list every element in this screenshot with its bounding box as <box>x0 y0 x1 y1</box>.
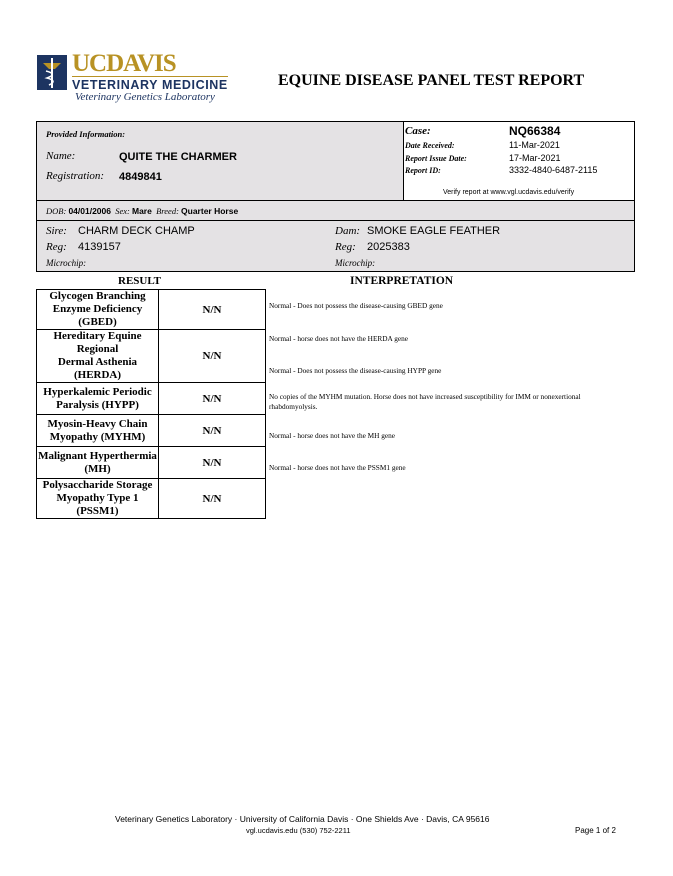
disease-line: Polysaccharide Storage <box>42 479 153 491</box>
results-table: Glycogen Branching Enzyme Deficiency (GBE… <box>36 289 266 519</box>
horse-name: QUITE THE CHARMER <box>119 151 237 163</box>
sire-label: Sire: <box>46 225 67 237</box>
interpretation-text: Normal - horse does not have the HERDA g… <box>269 334 409 343</box>
disease-line: Paralysis (HYPP) <box>56 398 139 411</box>
verify-link[interactable]: Verify report at www.vgl.ucdavis.edu/ver… <box>443 189 575 196</box>
provided-heading: Provided Information: <box>46 129 126 139</box>
dam-reg: 2025383 <box>367 241 410 253</box>
logo-ucdavis: UCDAVIS <box>72 50 177 77</box>
result-row: Myosin-Heavy Chain Myopathy (MYHM) N/N <box>36 414 266 447</box>
genotype-result: N/N <box>158 382 266 415</box>
dob-value: 04/01/2006 <box>68 206 111 216</box>
page-number: Page 1 of 2 <box>575 826 616 835</box>
issue-date: 17-Mar-2021 <box>509 153 561 163</box>
divider <box>36 200 635 201</box>
disease-line: Enzyme Deficiency (GBED) <box>52 303 143 328</box>
animal-details: DOB: 04/01/2006 Sex: Mare Breed: Quarter… <box>46 206 238 216</box>
sire-name: CHARM DECK CHAMP <box>78 225 195 237</box>
report-id-label: Report ID: <box>405 166 441 175</box>
disease-name: Polysaccharide Storage Myopathy Type 1 (P… <box>36 478 159 519</box>
disease-line: Dermal Asthenia (HERDA) <box>57 356 138 381</box>
result-row: Hereditary Equine Regional Dermal Astheni… <box>36 329 266 383</box>
page-title: EQUINE DISEASE PANEL TEST REPORT <box>278 72 585 89</box>
disease-name: Myosin-Heavy Chain Myopathy (MYHM) <box>36 414 159 447</box>
genotype-result: N/N <box>158 329 266 383</box>
footer-address: Veterinary Genetics Laboratory · Univers… <box>115 814 490 824</box>
disease-line: Glycogen Branching <box>49 290 146 302</box>
genotype-result: N/N <box>158 289 266 330</box>
registration-value: 4849841 <box>119 171 162 183</box>
interpretation-header: INTERPRETATION <box>350 275 454 287</box>
sire-reg-label: Reg: <box>46 241 67 253</box>
disease-line: Myopathy Type 1 (PSSM1) <box>56 492 139 517</box>
case-number: NQ66384 <box>509 124 561 138</box>
interpretation-text: Normal - Does not possess the disease-ca… <box>269 366 442 375</box>
disease-name: Glycogen Branching Enzyme Deficiency (GBE… <box>36 289 159 330</box>
dam-reg-label: Reg: <box>335 241 356 253</box>
result-row: Hyperkalemic Periodic Paralysis (HYPP) N/N <box>36 382 266 415</box>
sire-reg: 4139157 <box>78 241 121 253</box>
sex-label: Sex: <box>115 206 130 216</box>
registration-label: Registration: <box>46 170 105 182</box>
genotype-result: N/N <box>158 478 266 519</box>
disease-line: Hyperkalemic Periodic <box>43 385 152 398</box>
issue-label: Report Issue Date: <box>405 154 467 163</box>
dam-name: SMOKE EAGLE FEATHER <box>367 225 501 237</box>
result-row: Polysaccharide Storage Myopathy Type 1 (P… <box>36 478 266 519</box>
result-row: Glycogen Branching Enzyme Deficiency (GBE… <box>36 289 266 330</box>
disease-name: Malignant Hyperthermia (MH) <box>36 446 159 479</box>
interpretation-text: Normal - horse does not have the PSSM1 g… <box>269 463 406 472</box>
divider <box>36 220 635 221</box>
case-label: Case: <box>405 125 431 137</box>
dob-label: DOB: <box>46 206 67 216</box>
case-box <box>403 121 635 201</box>
logo-vetmed: VETERINARY MEDICINE <box>72 76 228 92</box>
disease-name: Hereditary Equine Regional Dermal Astheni… <box>36 329 159 383</box>
disease-line: (MH) <box>84 462 111 475</box>
disease-line: Hereditary Equine Regional <box>53 330 142 355</box>
logo-vgl: Veterinary Genetics Laboratory <box>75 91 215 103</box>
sire-microchip-label: Microchip: <box>46 258 87 268</box>
breed-value: Quarter Horse <box>181 206 239 216</box>
caduceus-logo-icon <box>37 55 67 90</box>
breed-label: Breed: <box>156 206 179 216</box>
name-label: Name: <box>46 150 76 162</box>
disease-name: Hyperkalemic Periodic Paralysis (HYPP) <box>36 382 159 415</box>
disease-line: Myopathy (MYHM) <box>49 430 146 443</box>
dam-label: Dam: <box>335 225 361 237</box>
disease-line: Malignant Hyperthermia <box>38 449 157 462</box>
interpretation-text: Normal - horse does not have the MH gene <box>269 431 396 440</box>
result-header: RESULT <box>118 275 162 287</box>
sex-value: Mare <box>132 206 152 216</box>
result-row: Malignant Hyperthermia (MH) N/N <box>36 446 266 479</box>
dam-microchip-label: Microchip: <box>335 258 376 268</box>
disease-line: Myosin-Heavy Chain <box>47 417 148 430</box>
interpretation-text: No copies of the MYHM mutation. Horse do… <box>269 392 581 411</box>
genotype-result: N/N <box>158 446 266 479</box>
received-label: Date Received: <box>405 141 455 150</box>
footer-contact: vgl.ucdavis.edu (530) 752-2211 <box>246 826 351 835</box>
genotype-result: N/N <box>158 414 266 447</box>
report-id: 3332-4840-6487-2115 <box>509 165 598 175</box>
received-date: 11-Mar-2021 <box>509 140 560 150</box>
interpretation-text: Normal - Does not possess the disease-ca… <box>269 301 443 310</box>
